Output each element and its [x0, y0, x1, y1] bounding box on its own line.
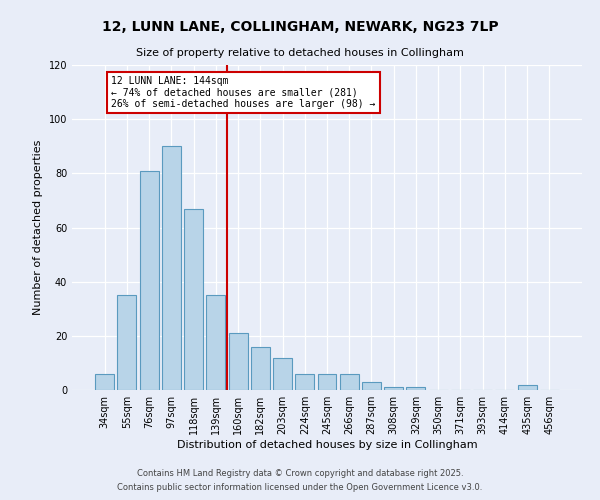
Bar — [140, 170, 158, 390]
Text: 12 LUNN LANE: 144sqm
← 74% of detached houses are smaller (281)
26% of semi-deta: 12 LUNN LANE: 144sqm ← 74% of detached h… — [112, 76, 376, 109]
Bar — [95, 374, 114, 390]
Text: Contains public sector information licensed under the Open Government Licence v3: Contains public sector information licen… — [118, 484, 482, 492]
Y-axis label: Number of detached properties: Number of detached properties — [33, 140, 43, 315]
Text: Size of property relative to detached houses in Collingham: Size of property relative to detached ho… — [136, 48, 464, 58]
Bar — [229, 333, 248, 390]
Bar — [406, 388, 425, 390]
Bar — [295, 374, 314, 390]
Bar — [317, 374, 337, 390]
Bar — [273, 358, 292, 390]
Bar — [162, 146, 181, 390]
Bar — [184, 208, 203, 390]
X-axis label: Distribution of detached houses by size in Collingham: Distribution of detached houses by size … — [176, 440, 478, 450]
Bar — [384, 388, 403, 390]
Bar — [118, 295, 136, 390]
Text: 12, LUNN LANE, COLLINGHAM, NEWARK, NG23 7LP: 12, LUNN LANE, COLLINGHAM, NEWARK, NG23 … — [101, 20, 499, 34]
Bar — [206, 295, 225, 390]
Bar — [362, 382, 381, 390]
Bar — [340, 374, 359, 390]
Text: Contains HM Land Registry data © Crown copyright and database right 2025.: Contains HM Land Registry data © Crown c… — [137, 468, 463, 477]
Bar — [251, 346, 270, 390]
Bar — [518, 384, 536, 390]
